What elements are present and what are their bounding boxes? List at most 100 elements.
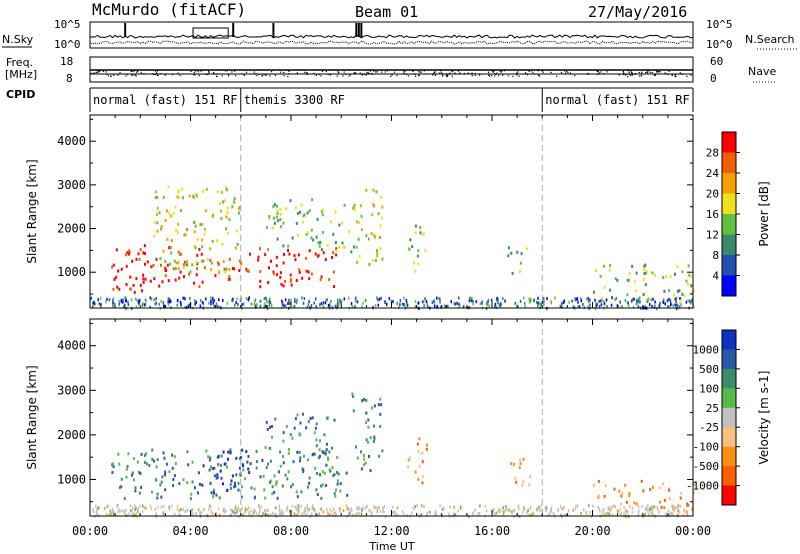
data-cell: [161, 475, 164, 479]
data-cell: [271, 424, 273, 428]
data-cell: [372, 203, 375, 207]
ground-scatter-cell: [97, 298, 99, 302]
data-cell: [279, 212, 282, 216]
ground-scatter-cell: [661, 300, 664, 304]
freq-unit-label: [MHz]: [5, 68, 37, 81]
data-cell: [302, 470, 305, 474]
ground-scatter-cell: [200, 511, 202, 515]
data-cell: [679, 496, 682, 500]
data-cell: [242, 468, 245, 472]
freq-dot: [630, 70, 632, 72]
ground-scatter-cell: [588, 504, 590, 508]
ground-scatter-cell: [494, 302, 497, 306]
ground-scatter-cell: [649, 303, 651, 307]
ground-scatter-cell: [542, 297, 545, 300]
data-cell: [669, 275, 672, 278]
ground-scatter-cell: [518, 506, 520, 510]
ground-scatter-cell: [606, 512, 608, 515]
freq-dot: [194, 74, 196, 76]
data-cell: [215, 493, 218, 497]
ground-scatter-cell: [651, 297, 654, 301]
data-cell: [201, 259, 204, 263]
freq-dot: [384, 71, 386, 73]
data-cell: [133, 290, 136, 294]
ground-scatter-cell: [565, 513, 568, 517]
data-cell: [183, 265, 186, 269]
data-cell: [510, 251, 513, 255]
ground-scatter-cell: [339, 507, 341, 511]
data-cell: [282, 284, 285, 288]
data-cell: [360, 228, 363, 232]
nsky-trace: [89, 23, 694, 45]
freq-dot: [574, 75, 576, 77]
data-cell: [135, 257, 138, 261]
y-tick-label: 3000: [57, 178, 86, 192]
data-cell: [125, 467, 128, 471]
data-cell: [210, 268, 213, 272]
ground-scatter-cell: [301, 296, 303, 300]
data-cell: [216, 473, 219, 477]
freq-dot: [280, 71, 282, 73]
ground-scatter-cell: [255, 511, 258, 515]
freq-dot: [283, 71, 285, 74]
freq-dot: [524, 72, 527, 74]
data-cell: [299, 456, 302, 460]
ground-scatter-cell: [436, 305, 439, 309]
ground-scatter-cell: [420, 513, 423, 517]
ground-scatter-cell: [122, 298, 124, 302]
ground-scatter-cell: [591, 504, 594, 508]
ground-scatter-cell: [537, 296, 539, 300]
data-cell: [297, 211, 300, 215]
data-cell: [138, 471, 141, 474]
data-cell: [421, 475, 424, 479]
ground-scatter-cell: [226, 301, 229, 305]
ground-scatter-cell: [129, 504, 132, 508]
data-cell: [225, 215, 228, 219]
ground-scatter-cell: [600, 303, 603, 307]
ground-scatter-cell: [248, 296, 250, 300]
colorbar-swatch: [722, 407, 736, 428]
data-cell: [128, 252, 130, 256]
data-cell: [645, 269, 648, 273]
data-cell: [602, 264, 605, 268]
data-cell: [355, 260, 358, 264]
data-cell: [332, 232, 335, 236]
ground-scatter-cell: [259, 304, 262, 308]
ground-scatter-cell: [406, 302, 408, 306]
ground-scatter-cell: [383, 510, 385, 514]
data-cell: [201, 222, 204, 226]
data-cell: [360, 467, 363, 471]
colorbar-tick-label: -25: [699, 421, 719, 434]
data-cell: [426, 443, 428, 447]
ground-scatter-cell: [314, 509, 316, 513]
data-cell: [373, 424, 375, 428]
data-cell: [279, 218, 282, 221]
data-cell: [326, 243, 329, 247]
data-cell: [240, 456, 243, 459]
freq-dot: [432, 74, 434, 76]
colorbar-tick-label: 28: [706, 147, 719, 160]
ground-scatter-cell: [96, 509, 98, 513]
ground-scatter-cell: [137, 300, 140, 304]
ground-scatter-cell: [459, 504, 462, 508]
data-cell: [355, 245, 358, 249]
data-cell: [156, 458, 159, 462]
nsearch-tick-bottom: 10^0: [706, 38, 733, 51]
ground-scatter-cell: [330, 299, 332, 303]
freq-dot: [359, 72, 361, 74]
ground-scatter-cell: [656, 307, 658, 311]
data-cell: [651, 271, 654, 275]
ground-scatter-cell: [112, 512, 115, 516]
data-cell: [599, 274, 602, 278]
data-cell: [528, 483, 531, 487]
data-cell: [287, 447, 290, 451]
data-cell: [209, 247, 212, 251]
data-cell: [126, 464, 129, 468]
data-cell: [380, 195, 383, 199]
data-cell: [279, 275, 282, 279]
ground-scatter-cell: [502, 511, 505, 515]
data-cell: [266, 428, 269, 431]
freq-dot: [253, 71, 255, 73]
data-cell: [635, 289, 638, 293]
y-tick-label: 1000: [57, 472, 86, 486]
